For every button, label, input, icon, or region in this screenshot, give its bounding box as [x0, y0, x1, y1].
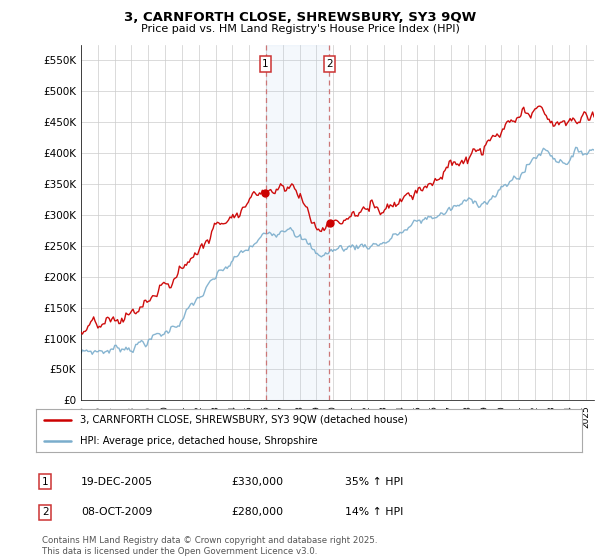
- Text: Price paid vs. HM Land Registry's House Price Index (HPI): Price paid vs. HM Land Registry's House …: [140, 24, 460, 34]
- Text: 3, CARNFORTH CLOSE, SHREWSBURY, SY3 9QW (detached house): 3, CARNFORTH CLOSE, SHREWSBURY, SY3 9QW …: [80, 414, 407, 424]
- Text: 1: 1: [262, 59, 269, 69]
- Text: 3, CARNFORTH CLOSE, SHREWSBURY, SY3 9QW: 3, CARNFORTH CLOSE, SHREWSBURY, SY3 9QW: [124, 11, 476, 24]
- Text: 1: 1: [42, 477, 49, 487]
- Text: 19-DEC-2005: 19-DEC-2005: [81, 477, 153, 487]
- Text: 2: 2: [42, 507, 49, 517]
- Text: £330,000: £330,000: [231, 477, 283, 487]
- Text: 08-OCT-2009: 08-OCT-2009: [81, 507, 152, 517]
- Text: £280,000: £280,000: [231, 507, 283, 517]
- Text: 2: 2: [326, 59, 333, 69]
- Text: HPI: Average price, detached house, Shropshire: HPI: Average price, detached house, Shro…: [80, 436, 317, 446]
- Text: 14% ↑ HPI: 14% ↑ HPI: [345, 507, 403, 517]
- Text: Contains HM Land Registry data © Crown copyright and database right 2025.
This d: Contains HM Land Registry data © Crown c…: [42, 536, 377, 556]
- Text: 35% ↑ HPI: 35% ↑ HPI: [345, 477, 403, 487]
- Bar: [266, 45, 329, 400]
